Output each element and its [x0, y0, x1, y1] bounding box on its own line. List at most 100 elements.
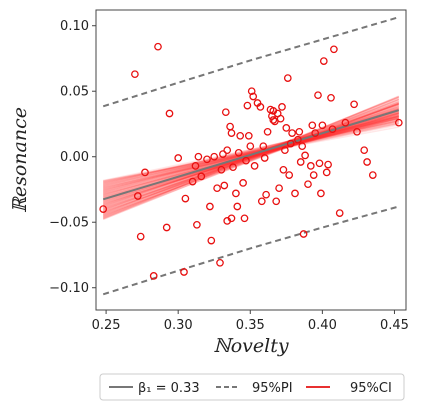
ci-sample-line [103, 121, 399, 182]
ci-sample-line [103, 119, 399, 183]
data-point [239, 179, 247, 187]
ci-sample-line [102, 105, 400, 211]
data-point [269, 116, 278, 124]
data-point [368, 171, 377, 179]
ci-sample-line [102, 110, 400, 209]
data-point [319, 57, 328, 65]
ci-sample-line [103, 110, 399, 205]
data-point [278, 103, 286, 111]
pi-upper-line [102, 16, 400, 108]
ci-sample-line [102, 101, 400, 212]
data-point [276, 114, 285, 123]
ci-sample-line [103, 117, 399, 196]
legend-pi-label: 95%PI [252, 381, 293, 396]
data-point [272, 197, 281, 206]
data-point [217, 165, 226, 174]
ci-sample-line [102, 104, 400, 219]
data-point [227, 129, 236, 137]
ci-sample-line [102, 98, 400, 219]
data-point [279, 165, 288, 174]
ci-sample-line [102, 104, 400, 211]
data-point [227, 214, 236, 223]
ci-sample-line [103, 117, 399, 189]
data-point [206, 202, 214, 211]
data-point [221, 108, 230, 117]
ci-sample-line [102, 95, 400, 220]
ci-sample-line [103, 116, 399, 187]
legend: β₁ = 0.33 95%PI 95%CI [99, 373, 405, 401]
ci-sample-line [102, 96, 400, 216]
legend-ci-label: 95%CI [350, 381, 392, 396]
data-point [226, 122, 234, 131]
ci-sample-line [103, 115, 399, 191]
ci-sample-line [103, 112, 399, 203]
data-point [283, 74, 292, 82]
ci-sample-line [102, 103, 400, 211]
data-point [281, 146, 289, 155]
ci-sample-line [102, 96, 400, 219]
data-point [243, 101, 252, 110]
data-point [317, 189, 325, 198]
ci-sample-line [102, 98, 400, 221]
ci-sample-line [102, 102, 400, 213]
data-point [181, 194, 190, 203]
ci-sample-line [103, 117, 399, 184]
ci-sample-line [103, 114, 399, 190]
data-point [286, 139, 295, 148]
ci-sample-line [102, 102, 400, 217]
data-point [247, 87, 256, 96]
ci-sample-line [102, 109, 400, 210]
data-point [133, 192, 142, 200]
ci-sample-line [103, 117, 399, 195]
data-point [282, 124, 291, 132]
ci-sample-line [103, 117, 399, 186]
data-point [250, 162, 259, 170]
data-point [191, 162, 200, 170]
plot-frame [95, 9, 407, 311]
y-tick-label: −0.05 [49, 216, 89, 231]
data-point [180, 268, 188, 276]
data-point [353, 127, 361, 136]
ci-sample-line [102, 109, 400, 209]
data-point [322, 168, 331, 177]
ci-sample-line [103, 112, 399, 204]
regression-line [102, 109, 400, 201]
data-point [360, 146, 369, 155]
data-point [306, 162, 315, 170]
data-point [154, 42, 162, 51]
data-point [263, 127, 272, 136]
pi-lower-line [102, 205, 400, 296]
data-point [216, 258, 224, 267]
x-tick-label: 0.25 [92, 318, 121, 333]
y-tick-label: 0.00 [60, 150, 89, 165]
data-point [233, 202, 242, 211]
data-point [341, 118, 350, 127]
legend-fit-label: β₁ = 0.33 [138, 381, 200, 396]
data-point [244, 131, 253, 140]
data-point [318, 121, 327, 130]
ci-sample-line [103, 116, 399, 188]
data-point [136, 232, 145, 241]
x-tick-label: 0.35 [236, 318, 265, 333]
ci-sample-line [103, 112, 399, 194]
data-point [296, 158, 305, 166]
ci-sample-line [103, 109, 399, 197]
data-point [219, 150, 227, 158]
data-point [330, 45, 338, 54]
ci-sample-line [103, 113, 399, 204]
data-point [194, 152, 203, 161]
ci-sample-line [103, 115, 399, 197]
data-point [260, 154, 269, 162]
ci-sample-line [102, 102, 400, 214]
ci-sample-line [103, 116, 399, 185]
ci-sample-line [103, 122, 399, 182]
ci-sample-line [102, 102, 400, 219]
ci-sample-line [103, 118, 399, 187]
data-point [131, 70, 139, 79]
ci-sample-line [103, 112, 399, 205]
ci-sample-line [103, 112, 399, 192]
data-point [335, 209, 344, 217]
ci-sample-line [102, 96, 400, 218]
data-point [197, 172, 206, 181]
